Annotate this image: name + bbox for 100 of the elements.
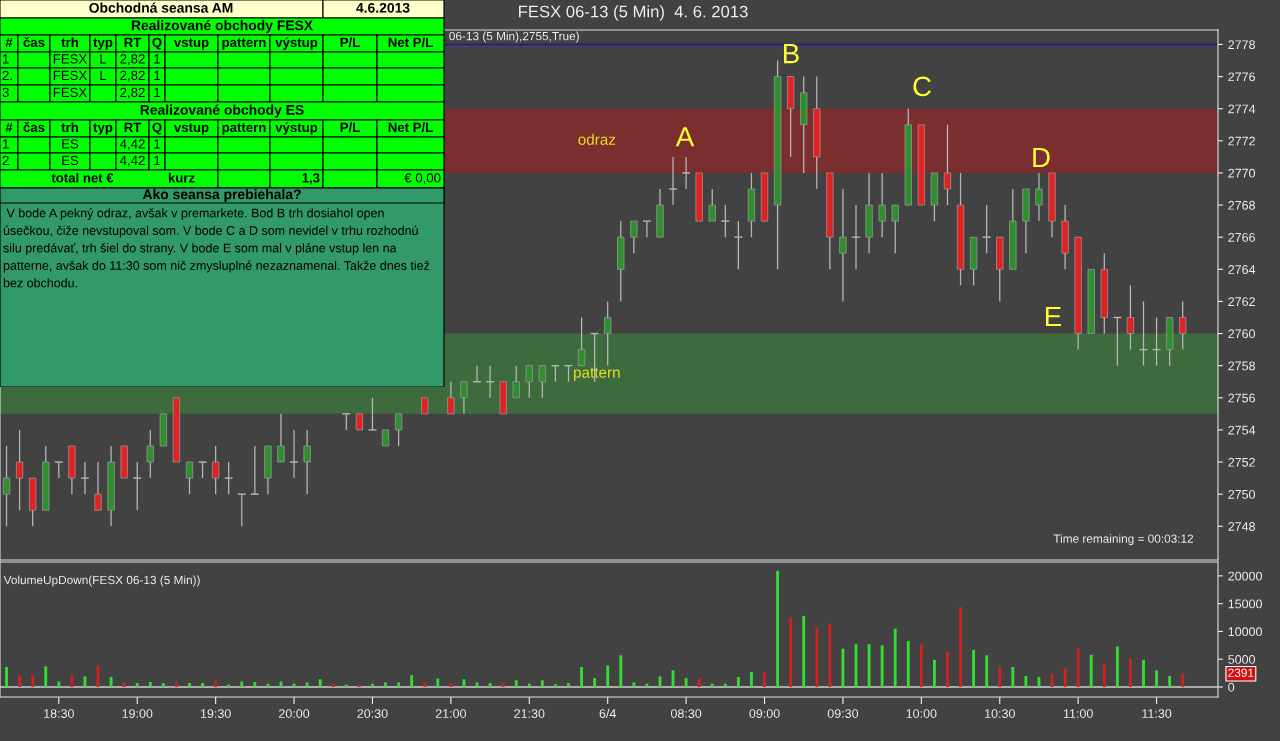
bar (174, 681, 178, 687)
bar (527, 683, 531, 687)
annotation: 1 (154, 139, 161, 149)
annotation: Net P/L (388, 122, 433, 133)
bar (148, 682, 152, 687)
bar (70, 675, 74, 687)
y-tick-label: 2758 (1228, 361, 1255, 371)
candlestick (982, 204, 992, 254)
y-tick-label: 2752 (1228, 457, 1255, 467)
candlestick (2, 445, 11, 527)
annotation: L (100, 54, 107, 64)
candlestick (681, 156, 691, 190)
x-tick-label: 10:00 (906, 709, 937, 718)
candlestick (512, 365, 520, 399)
annotation: B (783, 44, 799, 64)
bar (593, 678, 597, 687)
candlestick (94, 461, 102, 511)
y-tick-label: 2748 (1228, 522, 1255, 531)
candlestick (525, 365, 533, 399)
bar (410, 675, 414, 687)
candlestick (839, 188, 847, 303)
y-tick-label: 2774 (1228, 104, 1256, 114)
y-tick-label: 0 (1228, 682, 1235, 692)
bar (1024, 675, 1028, 687)
bar (1181, 673, 1185, 687)
bar (5, 667, 8, 687)
annotation: čas (23, 122, 45, 133)
annotation: vstup (173, 38, 209, 50)
bar (397, 682, 401, 687)
bar (867, 644, 871, 687)
bar (763, 672, 766, 687)
bar (318, 679, 322, 687)
bar (1076, 648, 1080, 687)
annotation: 1 (3, 139, 9, 149)
annotation: trh (61, 37, 78, 48)
bar (501, 683, 505, 687)
annotation: Time remaining = 00:03:12 (1053, 534, 1194, 546)
y-tick-label: 2754 (1228, 425, 1256, 435)
candlestick (15, 429, 24, 511)
annotation: A (675, 127, 695, 147)
candlestick (1035, 172, 1043, 222)
annotation: € 0,00 (404, 173, 441, 185)
y-tick-label: 2778 (1228, 40, 1255, 50)
bar (109, 677, 113, 687)
candlestick (538, 365, 546, 399)
candlestick (447, 381, 455, 415)
candlestick (878, 172, 886, 238)
annotation: RT (124, 37, 142, 47)
x-tick-label: 19:30 (200, 709, 231, 718)
annotation: 3 (2, 87, 9, 98)
candlestick (303, 429, 311, 495)
candlestick (1179, 300, 1187, 351)
y-tick-label: 10000 (1228, 627, 1262, 637)
band-label: odraz (578, 133, 616, 145)
annotation: Net P/L (388, 37, 433, 48)
annotation: 1 (3, 54, 9, 64)
bar (567, 683, 570, 687)
bar (841, 648, 845, 687)
annotation: Realizované obchody FESX (131, 19, 313, 34)
y-tick-label: 2762 (1228, 297, 1255, 307)
y-tick-label: 2768 (1228, 200, 1255, 210)
bar (1168, 675, 1172, 687)
bar (161, 683, 165, 687)
bar (305, 682, 309, 687)
bar (135, 683, 139, 687)
candlestick (132, 461, 142, 511)
bar (1063, 668, 1067, 687)
annotation: P/L (340, 122, 360, 133)
chart-title: FESX 06-13 (5 Min) 4. 6. 2013 (519, 5, 748, 21)
annotation: 1 (154, 87, 161, 97)
bar (423, 682, 427, 687)
bar (540, 680, 544, 687)
annotation: 4,42 (119, 139, 145, 151)
annotation: # (5, 37, 13, 47)
bar (514, 680, 518, 687)
text: Obchodná seansa AM (89, 2, 233, 13)
y-tick-label: 15000 (1228, 599, 1262, 609)
annotation: E (1045, 306, 1062, 327)
x-tick-label: 20:00 (279, 709, 310, 718)
bar (684, 678, 688, 687)
candlestick (277, 413, 285, 463)
annotation: # (5, 122, 13, 132)
bar (240, 681, 244, 687)
bar (1142, 659, 1145, 687)
candlestick (630, 220, 638, 254)
x-tick-label: 09:30 (827, 709, 859, 718)
x-tick-label: 21:00 (435, 709, 467, 718)
bar (919, 644, 923, 687)
text: VolumeUpDown(FESX 06-13 (5 Min)) (3, 575, 200, 587)
bar (750, 672, 753, 687)
bar (253, 682, 257, 687)
annotation: V bode A pekný odraz, avšak v premarkete. Bod B trh dosiahol open úsečkou, čiže nevstupoval som. V bode C a D som nevidel v trhu rozhodnú silu predávať, trh šiel do strany. V bode E som mal v pláne vstup len na patterne, avšak do 11:30 som nič zmysluplné nezaznamenal. Takže dnes tiež bez obchodu. (3, 208, 430, 288)
annotation: pattern (222, 38, 266, 50)
bar (972, 649, 976, 687)
annotation: L (100, 70, 107, 80)
annotation: typ (93, 38, 113, 50)
annotation: 1 (154, 54, 161, 64)
annotation: výstup (275, 122, 318, 135)
bar (645, 683, 649, 687)
annotation: 2. (2, 70, 12, 80)
